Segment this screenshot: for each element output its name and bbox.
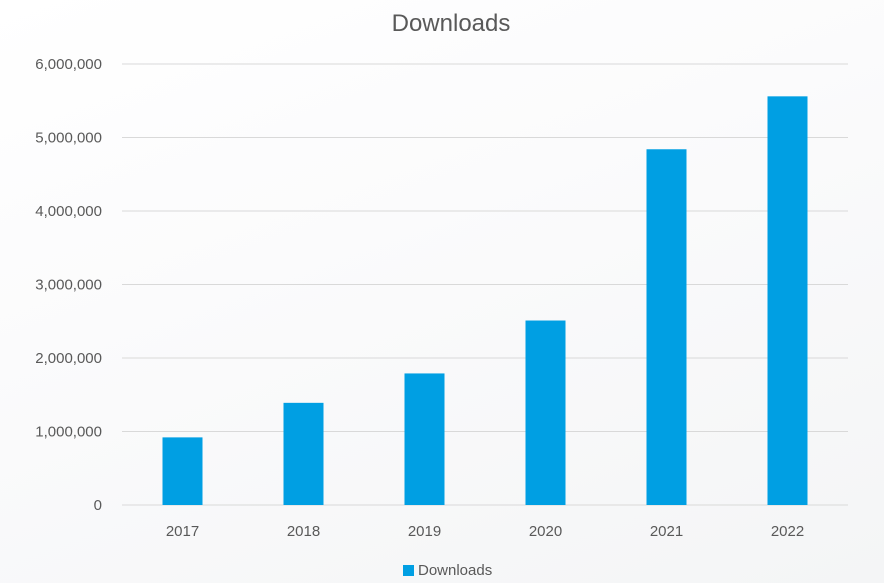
- y-tick-label: 3,000,000: [35, 277, 102, 294]
- bar-2019: [404, 373, 445, 505]
- y-tick-label: 4,000,000: [35, 203, 102, 220]
- y-tick-label: 5,000,000: [35, 130, 102, 147]
- x-axis-tick-labels: 2017 2018 2019 2020 2021 2022: [166, 523, 804, 540]
- x-tick-label: 2019: [408, 523, 441, 540]
- x-tick-label: 2021: [650, 523, 683, 540]
- x-tick-label: 2018: [287, 523, 320, 540]
- bars: [162, 96, 808, 505]
- chart-title: Downloads: [392, 10, 511, 37]
- bar-2022: [767, 96, 808, 505]
- bar-2018: [283, 402, 324, 505]
- x-tick-label: 2017: [166, 523, 199, 540]
- bar-2020: [525, 320, 566, 505]
- y-tick-label: 0: [94, 497, 102, 514]
- y-axis-tick-labels: 0 1,000,000 2,000,000 3,000,000 4,000,000 5,0…: [35, 56, 102, 514]
- bar-2017: [162, 437, 203, 505]
- legend-label: Downloads: [418, 562, 492, 579]
- legend-swatch: [403, 565, 414, 576]
- x-tick-label: 2022: [771, 523, 804, 540]
- y-tick-label: 1,000,000: [35, 424, 102, 441]
- gridlines: [122, 63, 848, 506]
- y-tick-label: 6,000,000: [35, 56, 102, 73]
- y-tick-label: 2,000,000: [35, 350, 102, 367]
- x-tick-label: 2020: [529, 523, 562, 540]
- legend: Downloads: [403, 562, 492, 579]
- bar-2021: [646, 149, 687, 505]
